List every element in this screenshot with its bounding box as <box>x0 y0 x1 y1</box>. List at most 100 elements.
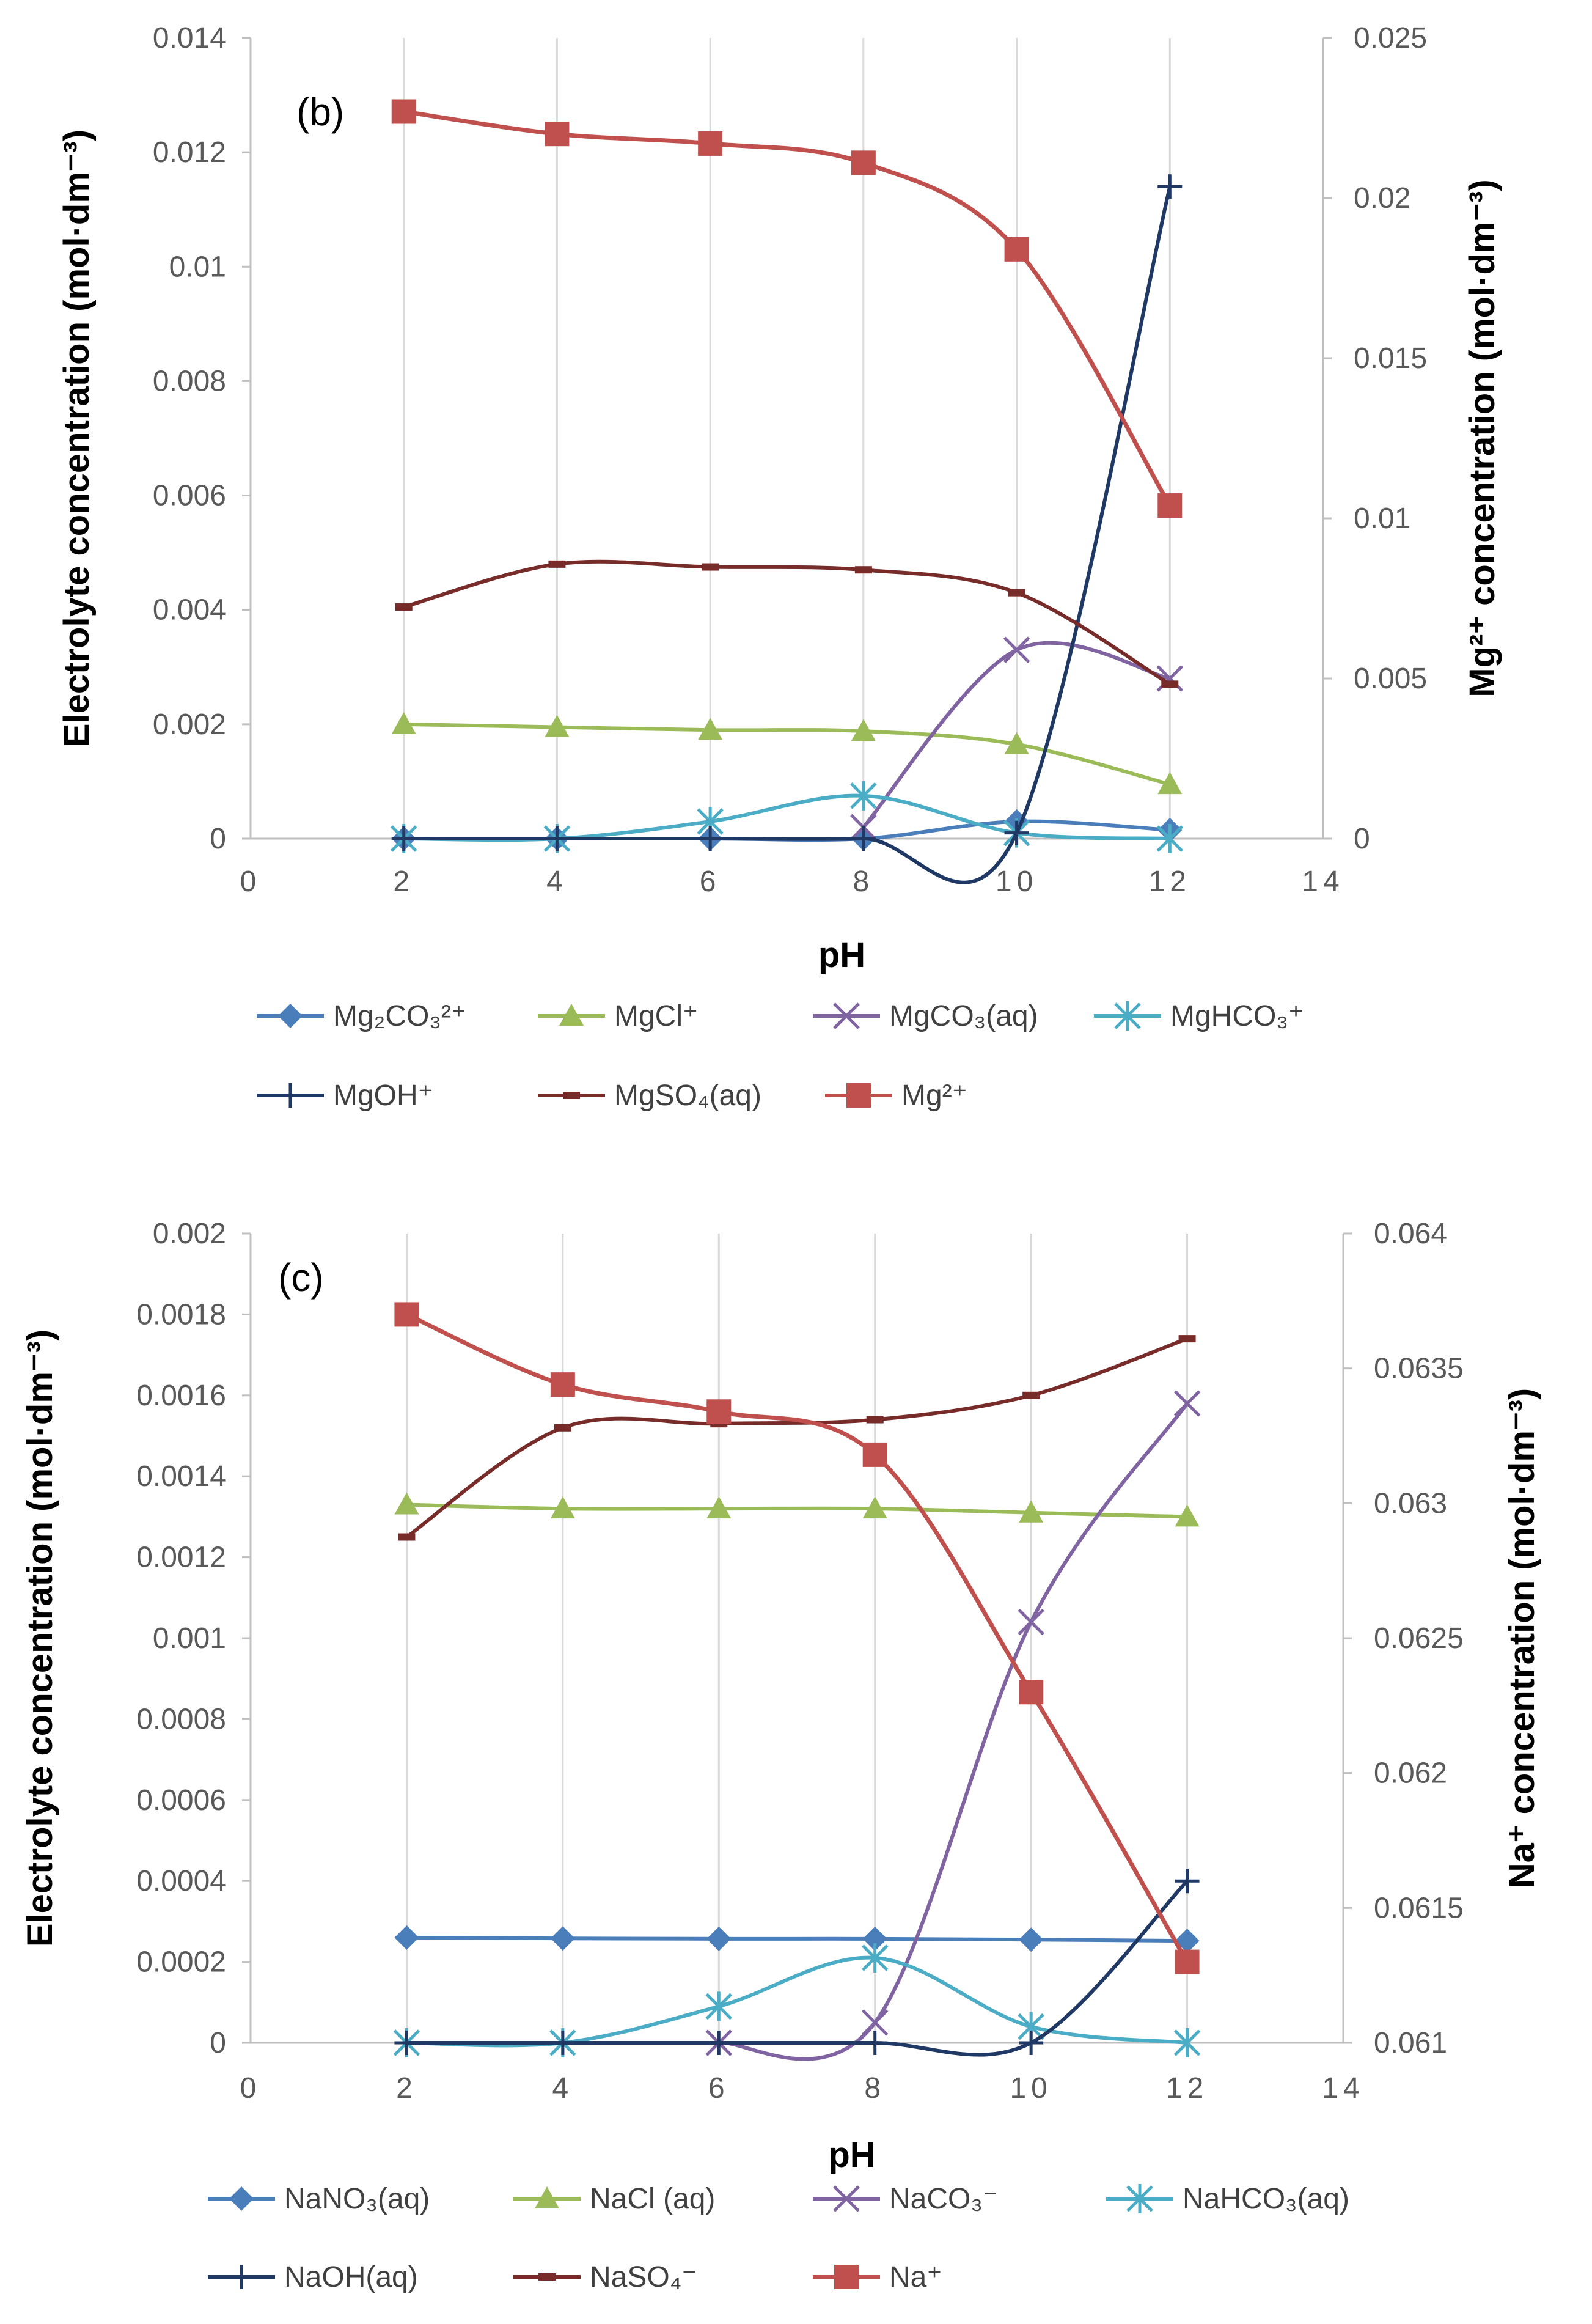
data-point-mgoh-4 <box>1004 820 1029 845</box>
data-point-nahco3-aq-3 <box>861 1943 889 1973</box>
legend-swatch-marker <box>535 2186 559 2208</box>
data-point-mgoh-2 <box>698 826 723 851</box>
legend-label: NaHCO₃(aq) <box>1183 2183 1349 2215</box>
x-tick-label-5: 10 <box>996 866 1038 898</box>
data-point-mg2-4 <box>1004 237 1029 262</box>
legend-label: NaCO₃⁻ <box>889 2183 998 2215</box>
data-point-mgco3-aq-1 <box>1003 636 1030 663</box>
data-point-mg2-2 <box>698 131 723 156</box>
legend-swatch-marker <box>834 2265 859 2289</box>
x-tick-label-7: 14 <box>1302 866 1344 898</box>
data-point-nano3-aq-1 <box>550 1926 575 1951</box>
series-naco3 <box>705 1390 1201 2061</box>
legend-entry-nano3-aq: NaNO₃(aq) <box>208 2183 430 2215</box>
data-point-mgcl-4 <box>1004 732 1029 754</box>
data-point-nano3-aq-3 <box>862 1926 887 1951</box>
x-tick-label-6: 12 <box>1166 2072 1208 2105</box>
panel-label: (b) <box>296 90 344 134</box>
panel-label: (c) <box>278 1256 324 1300</box>
data-point-na-5 <box>1175 1949 1200 1974</box>
series-mg2 <box>391 99 1183 518</box>
y-tick-label-1: 0.002 <box>153 708 226 741</box>
legend-swatch-marker <box>833 2185 860 2212</box>
y2-axis-title: Na⁺ concentration (mol·dm⁻³) <box>1502 1388 1542 1888</box>
x-tick-label-4: 8 <box>864 2072 886 2105</box>
y-tick-label-2: 0.004 <box>153 594 226 627</box>
data-point-mg2-3 <box>851 150 876 175</box>
y-tick-label-0: 0 <box>210 823 226 855</box>
data-point-mg2-1 <box>545 122 570 147</box>
data-point-naco3-1 <box>861 2009 889 2036</box>
legend-swatch-marker <box>229 2186 254 2211</box>
data-point-mgoh-1 <box>545 826 570 851</box>
data-point-nacl-aq-1 <box>550 1496 575 1519</box>
legend-swatch-marker <box>278 1004 303 1028</box>
data-point-mgso4-aq-5 <box>1161 680 1179 688</box>
series-naoh-aq <box>394 1869 1200 2057</box>
series-mg2co32 <box>391 809 1183 851</box>
y-tick-label-5: 0.01 <box>169 251 226 283</box>
data-point-mgcl-1 <box>545 715 570 737</box>
data-point-mgso4-aq-2 <box>702 563 719 571</box>
y-tick-label-10: 0.002 <box>153 1218 226 1250</box>
series-naso4 <box>398 1335 1196 1541</box>
series-nacl-aq <box>394 1492 1200 1527</box>
x-tick-label-3: 6 <box>700 866 721 898</box>
legend-entry-nacl-aq: NaCl (aq) <box>513 2183 715 2215</box>
data-point-nano3-aq-0 <box>394 1925 419 1950</box>
legend-swatch-marker <box>1114 1001 1141 1031</box>
y-axis-title: Electrolyte concentration (mol·dm⁻³) <box>57 130 97 747</box>
legend-swatch-marker <box>538 2273 556 2281</box>
x-tick-label-7: 14 <box>1322 2072 1364 2105</box>
data-point-mgso4-aq-3 <box>854 566 872 574</box>
legend-entry-mgcl: MgCl⁺ <box>538 1000 698 1032</box>
legend-entry-mg2co32: Mg₂CO₃²⁺ <box>257 1000 466 1032</box>
x-tick-label-0: 0 <box>240 866 262 898</box>
x-tick-label-6: 12 <box>1149 866 1191 898</box>
legend-label: NaCl (aq) <box>590 2183 715 2215</box>
data-point-nahco3-aq-2 <box>705 1991 733 2021</box>
legend-swatch-marker <box>278 1083 303 1108</box>
legend-label: Mg²⁺ <box>901 1079 967 1112</box>
data-point-naoh-aq-2 <box>706 2031 732 2055</box>
data-point-mgoh-0 <box>391 826 416 851</box>
x-tick-label-0: 0 <box>240 2072 262 2105</box>
series-line-naco3 <box>717 1402 1189 2061</box>
data-point-naco3-2 <box>1018 1608 1044 1636</box>
data-point-mgso4-aq-4 <box>1008 589 1025 597</box>
y2-tick-label-5: 0.025 <box>1354 22 1427 54</box>
y2-tick-label-4: 0.02 <box>1354 182 1410 215</box>
data-point-mg2-0 <box>391 99 416 124</box>
y2-axis-title: Mg²⁺ concentration (mol·dm⁻³) <box>1462 179 1502 697</box>
legend-entry-mgoh: MgOH⁺ <box>257 1079 433 1112</box>
legend-entry-nahco3-aq: NaHCO₃(aq) <box>1106 2183 1349 2215</box>
series-line-nacl-aq <box>405 1502 1189 1519</box>
data-point-na-4 <box>1019 1680 1044 1705</box>
legend-entry-mg2: Mg²⁺ <box>825 1079 967 1112</box>
legend-label: MgCl⁺ <box>614 1000 698 1032</box>
data-point-naso4-1 <box>554 1424 571 1432</box>
legend-swatch-marker <box>1126 2184 1153 2213</box>
data-point-nacl-aq-2 <box>706 1496 732 1519</box>
y2-tick-label-0: 0.061 <box>1374 2027 1447 2059</box>
data-point-nacl-aq-0 <box>394 1492 419 1515</box>
series-nano3-aq <box>394 1925 1200 1954</box>
data-point-na-0 <box>394 1302 419 1327</box>
x-axis-title: pH <box>818 935 865 975</box>
y2-tick-label-1: 0.005 <box>1354 663 1427 695</box>
y2-tick-label-5: 0.0635 <box>1374 1353 1464 1385</box>
y2-tick-label-3: 0.0625 <box>1374 1622 1464 1655</box>
y-tick-label-5: 0.001 <box>153 1622 226 1655</box>
data-point-na-1 <box>550 1372 575 1397</box>
data-point-nano3-aq-4 <box>1019 1927 1044 1952</box>
y-tick-label-4: 0.0008 <box>136 1703 226 1735</box>
data-point-nacl-aq-5 <box>1175 1504 1200 1527</box>
y-tick-label-7: 0.014 <box>153 22 226 54</box>
legend-label: MgOH⁺ <box>333 1079 433 1112</box>
data-point-mgoh-3 <box>851 826 876 851</box>
data-point-mghco3-3 <box>850 781 877 811</box>
legend-swatch-marker <box>846 1083 871 1108</box>
legend-entry-mghco3: MgHCO₃⁺ <box>1094 1000 1304 1032</box>
y-tick-label-6: 0.0012 <box>136 1542 226 1574</box>
